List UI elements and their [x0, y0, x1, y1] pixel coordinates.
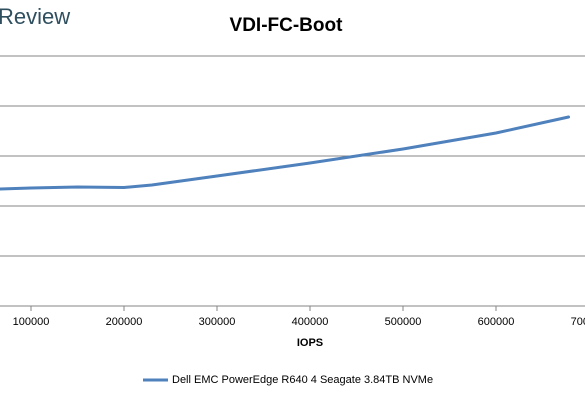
- data-line: [0, 115, 571, 191]
- x-tick-label: 700000: [571, 316, 585, 328]
- x-tick-label: 400000: [292, 316, 329, 328]
- x-axis-title: IOPS: [297, 337, 323, 349]
- chart-title: VDI-FC-Boot: [230, 15, 344, 36]
- legend-label: Dell EMC PowerEdge R640 4 Seagate 3.84TB…: [172, 374, 433, 386]
- x-tick-label: 200000: [106, 316, 143, 328]
- x-tick-label: 600000: [478, 316, 515, 328]
- x-tick-label: 300000: [199, 316, 236, 328]
- x-tick-label: 100000: [13, 316, 50, 328]
- watermark: Review: [0, 4, 70, 29]
- x-tick-label: 500000: [385, 316, 422, 328]
